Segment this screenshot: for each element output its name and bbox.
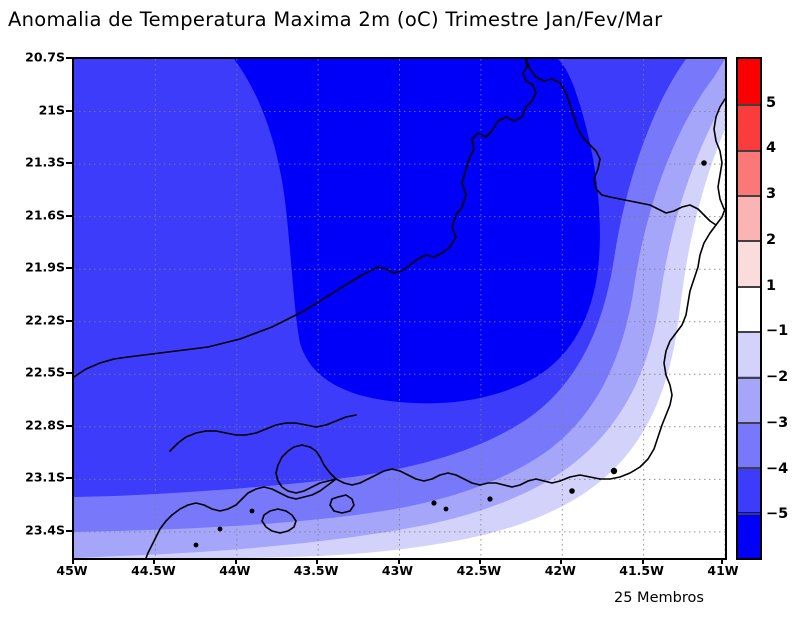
band-core-minus5 bbox=[234, 59, 600, 404]
y-axis-labels: 20.7S 21S 21.3S 21.6S 21.9S 22.2S 22.5S … bbox=[0, 50, 65, 556]
colorbar-labels: 5 4 3 2 1 −1 −2 −3 −4 −5 bbox=[766, 57, 800, 560]
x-tick-1: 44.5W bbox=[131, 563, 176, 578]
cb-band-m4-m3 bbox=[738, 421, 760, 468]
y-tick-0: 20.7S bbox=[25, 49, 65, 65]
gridlines bbox=[74, 59, 725, 558]
x-tick-7: 41.5W bbox=[619, 563, 664, 578]
map-plot-area bbox=[72, 57, 727, 560]
x-tick-6: 42W bbox=[544, 563, 576, 578]
cb-label-1: 1 bbox=[766, 277, 777, 294]
x-tick-8: 41W bbox=[707, 563, 739, 578]
cb-label-5: 5 bbox=[766, 94, 777, 111]
cb-label-3: 3 bbox=[766, 186, 777, 203]
cb-band-1-2 bbox=[738, 240, 760, 286]
x-tick-2: 44W bbox=[219, 563, 251, 578]
y-tick-4: 21.9S bbox=[25, 259, 65, 275]
member-count-caption: 25 Membros bbox=[614, 590, 704, 606]
cb-band-m2-m1 bbox=[738, 331, 760, 377]
x-tick-5: 42.5W bbox=[456, 563, 502, 578]
cb-band-above-5 bbox=[738, 59, 760, 105]
x-tick-3: 43.5W bbox=[293, 563, 339, 578]
cb-band-m5-m4 bbox=[738, 467, 760, 513]
cb-band-m3-m2 bbox=[738, 376, 760, 422]
anomaly-contour-map bbox=[74, 59, 725, 558]
cb-band-neutral bbox=[738, 285, 760, 332]
cb-label-m2: −2 bbox=[766, 369, 789, 386]
y-tick-2: 21.3S bbox=[25, 154, 65, 170]
cb-band-below-m5 bbox=[738, 512, 760, 558]
y-tick-7: 22.8S bbox=[25, 417, 65, 433]
y-tick-6: 22.5S bbox=[25, 364, 65, 380]
y-tick-3: 21.6S bbox=[25, 207, 65, 223]
cb-label-m1: −1 bbox=[766, 323, 789, 340]
colorbar[interactable] bbox=[736, 57, 762, 560]
cb-label-4: 4 bbox=[766, 140, 777, 157]
coastline-overlay bbox=[74, 59, 725, 558]
cb-band-2-3 bbox=[738, 195, 760, 241]
cb-band-3-4 bbox=[738, 149, 760, 196]
cb-label-m5: −5 bbox=[766, 506, 789, 523]
y-tick-5: 22.2S bbox=[25, 312, 65, 328]
y-tick-9: 23.4S bbox=[25, 522, 65, 538]
cb-label-m4: −4 bbox=[766, 460, 789, 477]
cb-label-m3: −3 bbox=[766, 414, 789, 431]
y-tick-1: 21S bbox=[38, 102, 65, 117]
cb-label-2: 2 bbox=[766, 231, 777, 248]
x-axis-labels: 45W 44.5W 44W 43.5W 43W 42.5W 42W 41.5W … bbox=[56, 563, 738, 583]
x-tick-0: 45W bbox=[56, 563, 88, 578]
page-title: Anomalia de Temperatura Maxima 2m (oC) T… bbox=[8, 8, 663, 31]
x-tick-4: 43W bbox=[381, 563, 414, 578]
y-tick-8: 23.1S bbox=[25, 469, 65, 485]
cb-band-4-5 bbox=[738, 104, 760, 150]
